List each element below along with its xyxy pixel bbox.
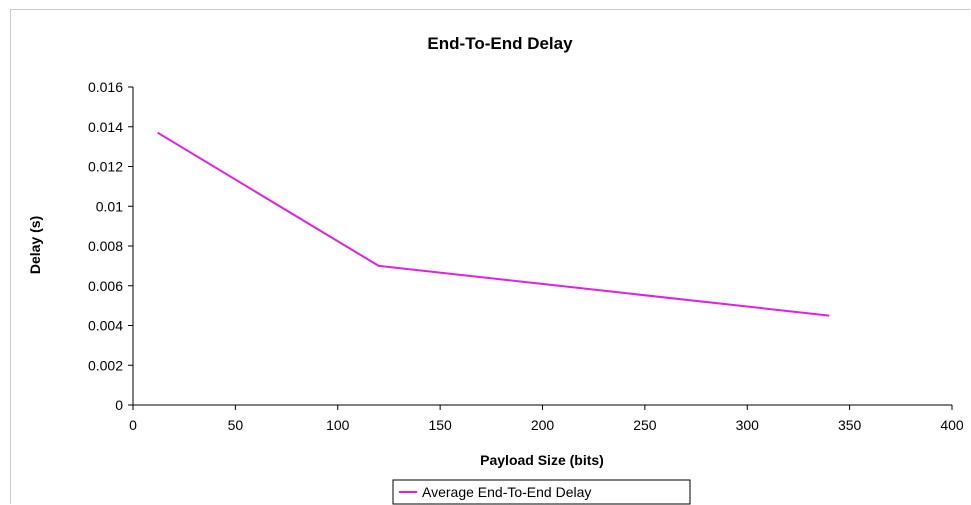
x-axis-label: Payload Size (bits)	[480, 452, 604, 468]
y-axis-label: Delay (s)	[27, 216, 43, 274]
y-tick-label: 0.002	[88, 357, 123, 373]
x-tick-label: 50	[228, 417, 244, 433]
chart-title: End-To-End Delay	[427, 34, 573, 53]
x-tick-label: 100	[326, 417, 350, 433]
y-tick-label: 0	[115, 397, 123, 413]
x-tick-label: 400	[940, 417, 964, 433]
x-tick-label: 200	[531, 417, 555, 433]
x-tick-label: 250	[633, 417, 657, 433]
x-tick-label: 150	[428, 417, 452, 433]
y-tick-label: 0.01	[96, 198, 123, 214]
chart-frame	[10, 9, 970, 504]
series-line-average-end-to-end-delay	[157, 131, 830, 317]
y-tick-label: 0.008	[88, 238, 123, 254]
x-tick-label: 300	[736, 417, 760, 433]
x-tick-label: 350	[838, 417, 862, 433]
axes	[132, 87, 952, 406]
legend-box	[392, 479, 691, 505]
x-tick-label: 0	[129, 417, 137, 433]
y-tick-label: 0.016	[88, 79, 123, 95]
y-tick-label: 0.012	[88, 159, 123, 175]
legend-entry-average-end-to-end-delay: Average End-To-End Delay	[422, 484, 591, 500]
y-tick-label: 0.014	[88, 119, 123, 135]
series-layer	[157, 131, 830, 317]
legend: Average End-To-End Delay	[392, 479, 691, 505]
y-tick-label: 0.006	[88, 278, 123, 294]
y-tick-label: 0.004	[88, 318, 123, 334]
ticks: 0 0.002 0.004 0.006 0.008 0.01 0.012 0.014 0.016…	[88, 79, 964, 433]
